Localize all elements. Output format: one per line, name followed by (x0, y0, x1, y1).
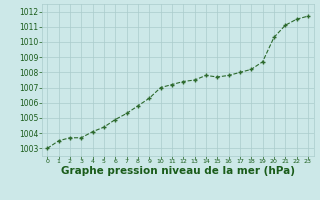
X-axis label: Graphe pression niveau de la mer (hPa): Graphe pression niveau de la mer (hPa) (60, 166, 295, 176)
